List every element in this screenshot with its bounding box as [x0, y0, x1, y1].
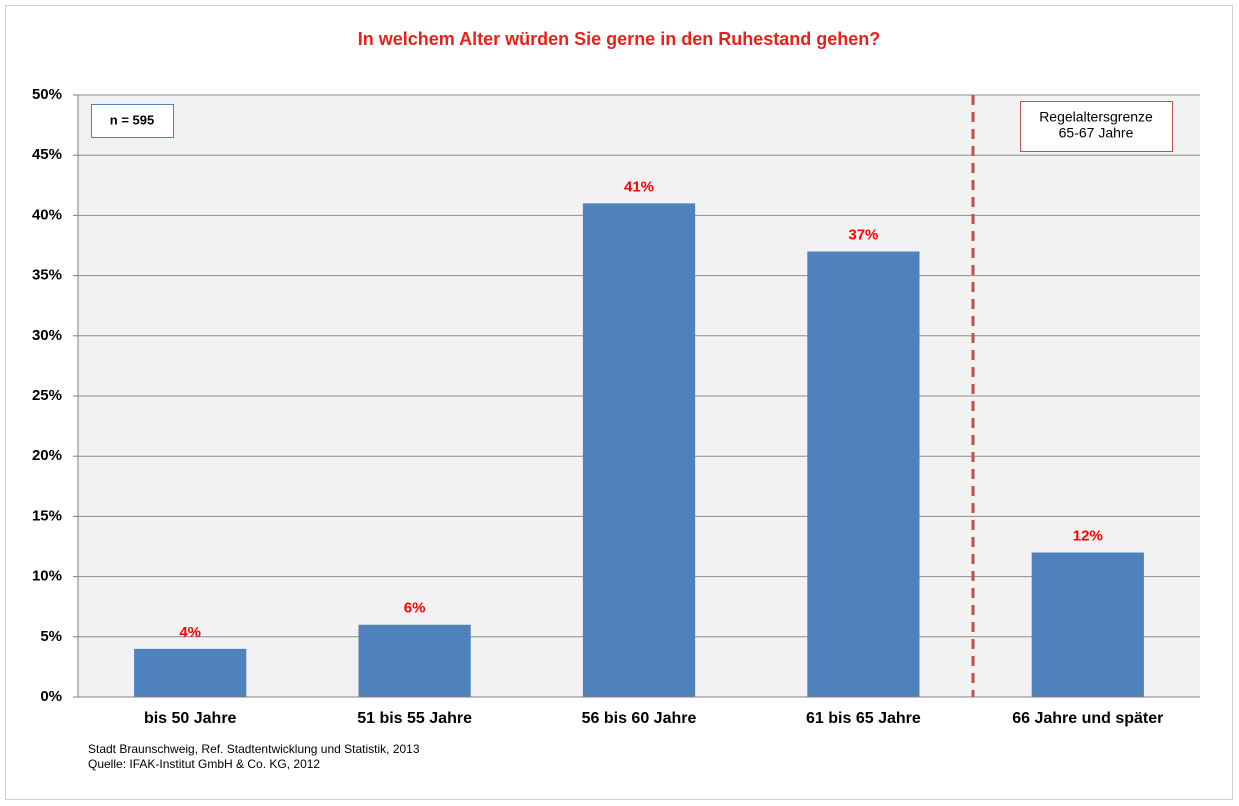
chart-title: In welchem Alter würden Sie gerne in den… [358, 29, 880, 49]
sample-box [91, 104, 174, 138]
x-tick-label: bis 50 Jahre [144, 710, 237, 727]
y-tick-label: 0% [40, 688, 62, 705]
y-tick-label: 10% [32, 568, 62, 585]
x-tick-label: 56 bis 60 Jahre [582, 710, 697, 727]
bar [582, 203, 696, 698]
y-tick-label: 15% [32, 507, 62, 524]
source-text: Stadt Braunschweig, Ref. Stadtentwicklun… [88, 742, 420, 756]
note-box [1020, 101, 1173, 152]
x-tick-label: 61 bis 65 Jahre [806, 710, 921, 727]
x-tick-label: 66 Jahre und später [1012, 710, 1163, 727]
y-tick-label: 30% [32, 327, 62, 344]
y-tick-label: 40% [32, 206, 62, 223]
x-tick-label: 51 bis 55 Jahre [357, 710, 472, 727]
sample-text: n = 595 [110, 112, 154, 127]
y-tick-label: 50% [32, 86, 62, 103]
bars [134, 203, 1144, 698]
note-text: Regelaltersgrenze [1039, 109, 1153, 125]
value-label: 37% [848, 226, 878, 243]
bar [1031, 552, 1144, 697]
y-tick-label: 35% [32, 267, 62, 284]
value-label: 6% [404, 600, 426, 617]
value-label: 41% [624, 178, 654, 195]
y-tick-label: 20% [32, 447, 62, 464]
bar [134, 648, 247, 697]
value-label: 12% [1073, 527, 1103, 544]
note-text: 65-67 Jahre [1059, 125, 1134, 141]
value-label: 4% [179, 624, 201, 641]
y-tick-label: 45% [32, 146, 62, 163]
source-text: Quelle: IFAK-Institut GmbH & Co. KG, 201… [88, 757, 320, 771]
y-tick-label: 5% [40, 628, 62, 645]
bar [358, 624, 471, 697]
y-tick-label: 25% [32, 387, 62, 404]
bar [807, 251, 920, 697]
